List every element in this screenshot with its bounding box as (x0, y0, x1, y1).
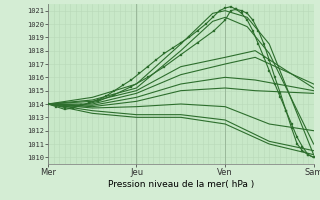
X-axis label: Pression niveau de la mer( hPa ): Pression niveau de la mer( hPa ) (108, 180, 254, 189)
